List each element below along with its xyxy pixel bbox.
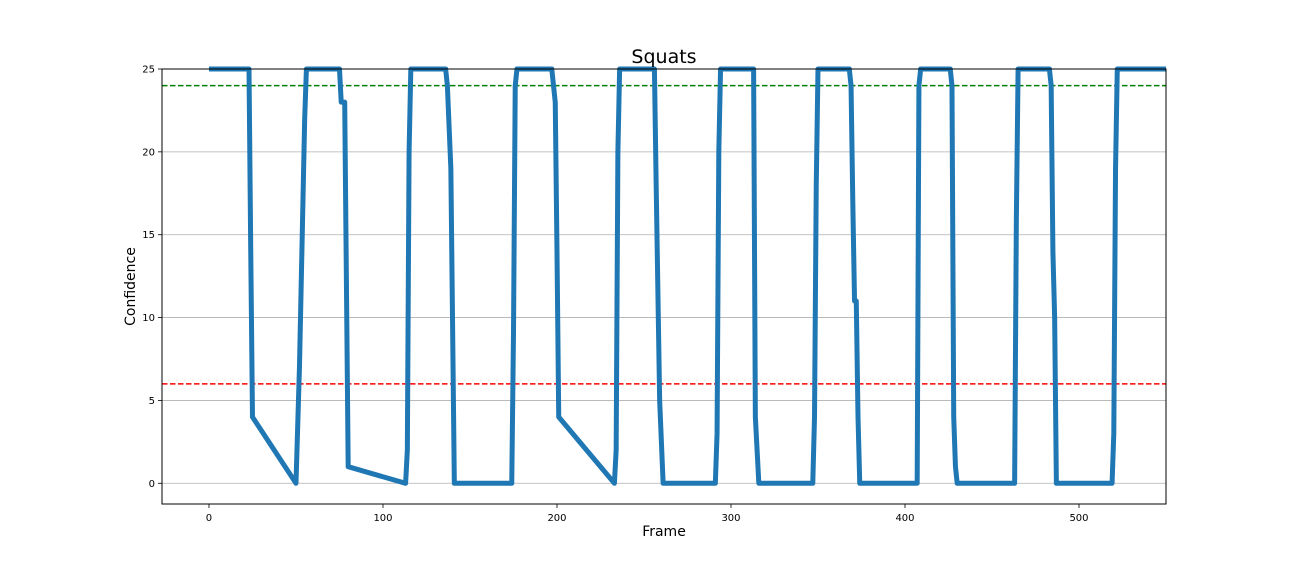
x-tick-label: 100 [373, 513, 392, 524]
y-tick-label: 15 [142, 230, 155, 241]
x-tick-label: 500 [1069, 513, 1088, 524]
chart-title: Squats [631, 46, 696, 68]
x-tick-label: 0 [206, 513, 212, 524]
y-tick-label: 20 [142, 147, 155, 158]
y-axis-label: Confidence [123, 247, 139, 326]
x-axis-label: Frame [642, 524, 686, 540]
y-tick-label: 25 [142, 65, 155, 76]
x-tick-label: 400 [895, 513, 914, 524]
x-tick-label: 300 [721, 513, 740, 524]
series-line [208, 66, 1166, 486]
y-axis-ticks: 0 5 10 15 20 25 [142, 65, 162, 490]
x-tick-label: 200 [547, 513, 566, 524]
series-layer [208, 66, 1166, 486]
y-tick-label: 10 [142, 313, 155, 324]
y-tick-label: 0 [149, 479, 155, 490]
plot-frame [161, 68, 1167, 505]
y-tick-label: 5 [149, 396, 155, 407]
reference-line-layer [162, 84, 1166, 385]
x-axis-ticks: 0 100 200 300 400 500 [206, 504, 1089, 524]
